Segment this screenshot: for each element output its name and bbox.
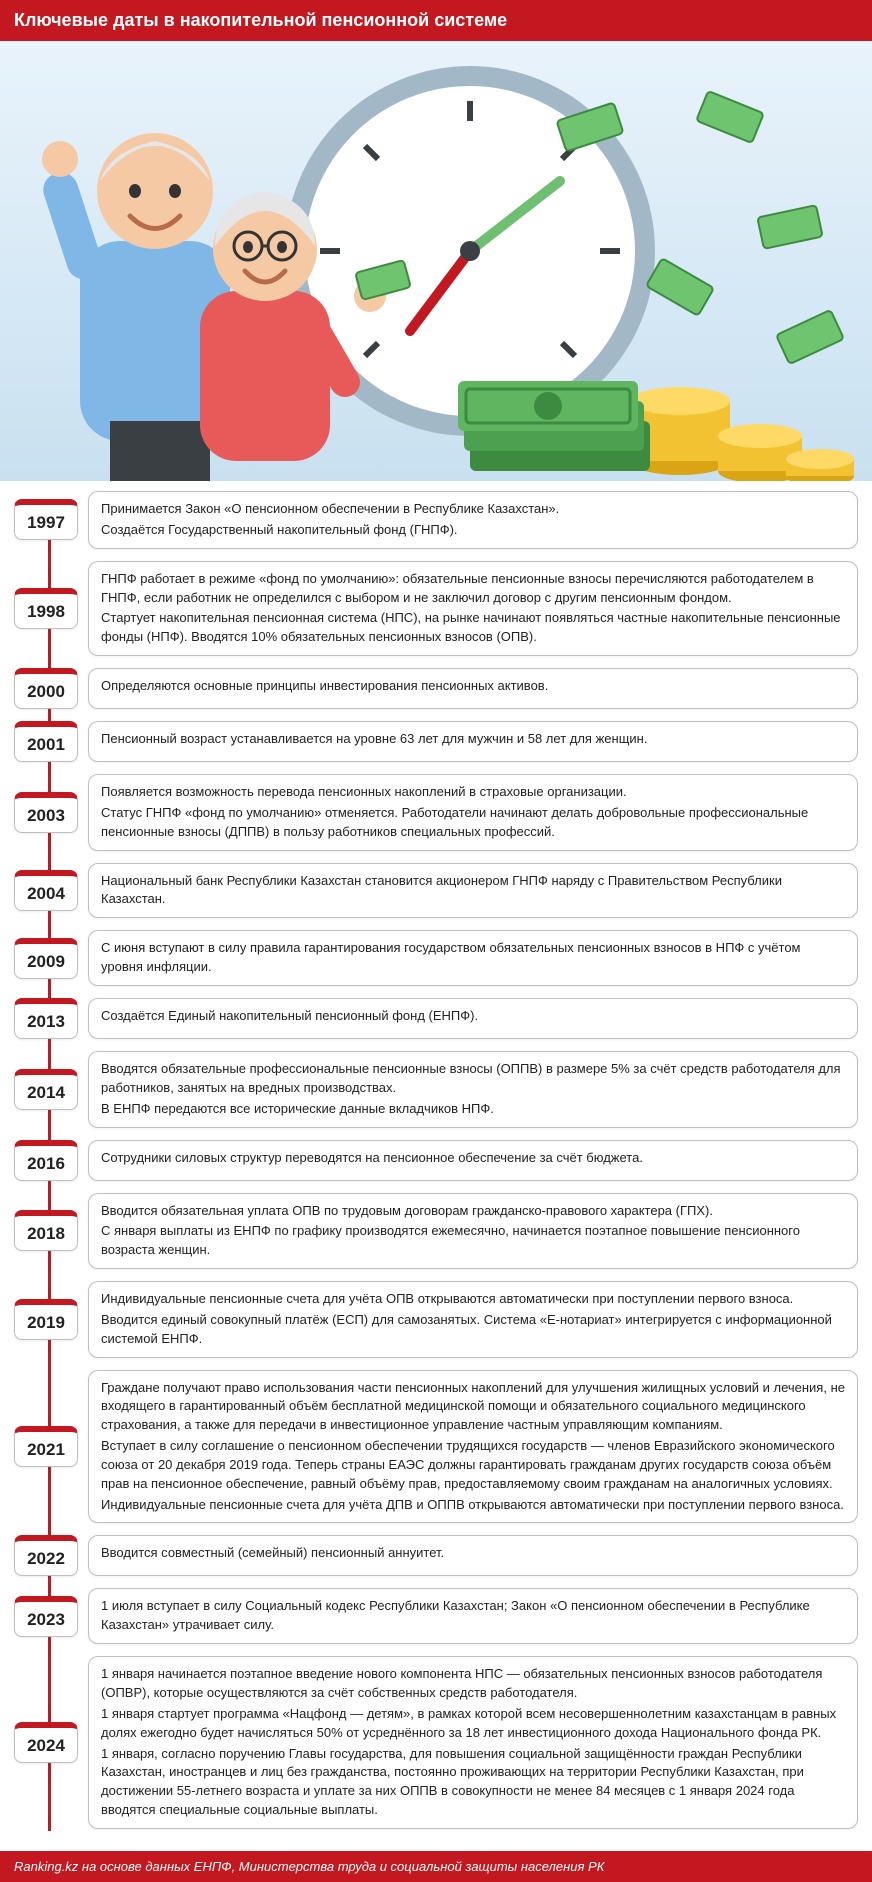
footer-source: Ranking.kz на основе данных ЕНПФ, Минист… [14,1859,604,1874]
timeline-description: 1 января начинается поэтапное введение н… [88,1656,858,1829]
timeline-text: Стартует накопительная пенсионная систем… [101,609,845,647]
year-badge: 2013 [14,998,78,1039]
timeline-description: Вводятся обязательные профессиональные п… [88,1051,858,1128]
timeline-row: 2021 Граждане получают право использовани… [14,1370,858,1524]
timeline-text: 1 января стартует программа «Нацфонд — д… [101,1705,845,1743]
timeline-text: Определяются основные принципы инвестиро… [101,677,845,696]
year-badge: 2024 [14,1722,78,1763]
year-badge: 2021 [14,1426,78,1467]
timeline-row: 2003 Появляется возможность перевода пенс… [14,774,858,851]
timeline-text: Создаётся Единый накопительный пенсионны… [101,1007,845,1026]
timeline-row: 2000 Определяются основные принципы инвес… [14,668,858,709]
timeline-description: Определяются основные принципы инвестиро… [88,668,858,709]
timeline-description: С июня вступают в силу правила гарантиро… [88,930,858,986]
timeline-text: Вводится единый совокупный платёж (ЕСП) … [101,1311,845,1349]
timeline-row: 2018 Вводится обязательная уплата ОПВ по … [14,1193,858,1270]
year-badge: 2001 [14,721,78,762]
year-badge: 1997 [14,499,78,540]
timeline-description: Национальный банк Республики Казахстан с… [88,863,858,919]
timeline-description: Индивидуальные пенсионные счета для учёт… [88,1281,858,1358]
timeline-text: Появляется возможность перевода пенсионн… [101,783,845,802]
timeline-text: Национальный банк Республики Казахстан с… [101,872,845,910]
timeline: 1997 Принимается Закон «О пенсионном обес… [0,481,872,1851]
timeline-text: Вводятся обязательные профессиональные п… [101,1060,845,1098]
timeline-text: ГНПФ работает в режиме «фонд по умолчани… [101,570,845,608]
timeline-text: 1 июля вступает в силу Социальный кодекс… [101,1597,845,1635]
hero-svg [0,41,872,481]
timeline-row: 2001 Пенсионный возраст устанавливается н… [14,721,858,762]
timeline-row: 2014 Вводятся обязательные профессиональн… [14,1051,858,1128]
year-badge: 2016 [14,1140,78,1181]
page-title: Ключевые даты в накопительной пенсионной… [14,10,507,30]
timeline-text: Индивидуальные пенсионные счета для учёт… [101,1496,845,1515]
year-badge: 2018 [14,1210,78,1251]
timeline-description: Создаётся Единый накопительный пенсионны… [88,998,858,1039]
timeline-description: ГНПФ работает в режиме «фонд по умолчани… [88,561,858,656]
timeline-text: Индивидуальные пенсионные счета для учёт… [101,1290,845,1309]
timeline-text: Сотрудники силовых структур переводятся … [101,1149,845,1168]
timeline-row: 2013 Создаётся Единый накопительный пенси… [14,998,858,1039]
timeline-description: Вводится совместный (семейный) пенсионны… [88,1535,858,1576]
timeline-text: Статус ГНПФ «фонд по умолчанию» отменяет… [101,804,845,842]
timeline-text: Принимается Закон «О пенсионном обеспече… [101,500,845,519]
timeline-text: 1 января, согласно поручению Главы госуд… [101,1745,845,1820]
year-badge: 2003 [14,792,78,833]
timeline-description: Принимается Закон «О пенсионном обеспече… [88,491,858,549]
timeline-description: Вводится обязательная уплата ОПВ по труд… [88,1193,858,1270]
timeline-text: Вводится совместный (семейный) пенсионны… [101,1544,845,1563]
timeline-row: 1998 ГНПФ работает в режиме «фонд по умол… [14,561,858,656]
year-badge: 1998 [14,588,78,629]
timeline-description: Сотрудники силовых структур переводятся … [88,1140,858,1181]
hero-illustration [0,41,872,481]
year-badge: 2019 [14,1299,78,1340]
year-badge: 2014 [14,1069,78,1110]
year-badge: 2004 [14,870,78,911]
timeline-text: В ЕНПФ передаются все исторические данны… [101,1100,845,1119]
timeline-description: Появляется возможность перевода пенсионн… [88,774,858,851]
timeline-text: Граждане получают право использования ча… [101,1379,845,1436]
timeline-description: 1 июля вступает в силу Социальный кодекс… [88,1588,858,1644]
footer-bar: Ranking.kz на основе данных ЕНПФ, Минист… [0,1851,872,1882]
timeline-text: 1 января начинается поэтапное введение н… [101,1665,845,1703]
timeline-row: 2023 1 июля вступает в силу Социальный ко… [14,1588,858,1644]
timeline-row: 2004 Национальный банк Республики Казахст… [14,863,858,919]
year-badge: 2000 [14,668,78,709]
timeline-row: 2009 С июня вступают в силу правила гаран… [14,930,858,986]
timeline-text: С июня вступают в силу правила гарантиро… [101,939,845,977]
timeline-text: С января выплаты из ЕНПФ по графику прои… [101,1222,845,1260]
timeline-row: 2024 1 января начинается поэтапное введен… [14,1656,858,1829]
year-badge: 2023 [14,1596,78,1637]
year-badge: 2009 [14,938,78,979]
timeline-row: 2019 Индивидуальные пенсионные счета для … [14,1281,858,1358]
timeline-description: Граждане получают право использования ча… [88,1370,858,1524]
year-badge: 2022 [14,1535,78,1576]
timeline-text: Создаётся Государственный накопительный … [101,521,845,540]
timeline-row: 1997 Принимается Закон «О пенсионном обес… [14,491,858,549]
timeline-description: Пенсионный возраст устанавливается на ур… [88,721,858,762]
timeline-row: 2016 Сотрудники силовых структур переводя… [14,1140,858,1181]
timeline-row: 2022 Вводится совместный (семейный) пенси… [14,1535,858,1576]
timeline-text: Пенсионный возраст устанавливается на ур… [101,730,845,749]
timeline-text: Вводится обязательная уплата ОПВ по труд… [101,1202,845,1221]
header-bar: Ключевые даты в накопительной пенсионной… [0,0,872,41]
timeline-text: Вступает в силу соглашение о пенсионном … [101,1437,845,1494]
